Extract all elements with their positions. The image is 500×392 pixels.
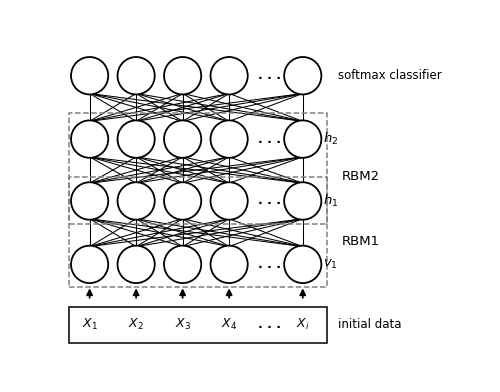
- Ellipse shape: [71, 182, 108, 220]
- Text: $X_4$: $X_4$: [221, 317, 237, 332]
- Text: $X_1$: $X_1$: [82, 317, 98, 332]
- Ellipse shape: [118, 120, 154, 158]
- Ellipse shape: [284, 120, 322, 158]
- Ellipse shape: [164, 182, 201, 220]
- Ellipse shape: [71, 246, 108, 283]
- Text: $v_1$: $v_1$: [323, 258, 338, 271]
- Ellipse shape: [210, 246, 248, 283]
- Text: . . .: . . .: [258, 318, 281, 331]
- Ellipse shape: [118, 57, 154, 94]
- Text: $h_2$: $h_2$: [323, 131, 338, 147]
- Text: RBM2: RBM2: [342, 171, 380, 183]
- Text: $X_2$: $X_2$: [128, 317, 144, 332]
- Ellipse shape: [284, 57, 322, 94]
- Text: . . .: . . .: [258, 194, 281, 207]
- Ellipse shape: [71, 120, 108, 158]
- Ellipse shape: [164, 120, 201, 158]
- Ellipse shape: [284, 182, 322, 220]
- Text: RBM1: RBM1: [342, 235, 380, 248]
- Ellipse shape: [284, 246, 322, 283]
- Text: . . .: . . .: [258, 132, 281, 145]
- Text: softmax classifier: softmax classifier: [338, 69, 442, 82]
- Ellipse shape: [118, 246, 154, 283]
- Ellipse shape: [210, 182, 248, 220]
- Ellipse shape: [118, 182, 154, 220]
- Text: . . .: . . .: [258, 258, 281, 271]
- Text: $X_3$: $X_3$: [174, 317, 190, 332]
- Ellipse shape: [164, 246, 201, 283]
- Ellipse shape: [71, 57, 108, 94]
- Text: $X_i$: $X_i$: [296, 317, 310, 332]
- Ellipse shape: [210, 120, 248, 158]
- Ellipse shape: [164, 57, 201, 94]
- Text: $h_1$: $h_1$: [323, 193, 338, 209]
- Text: . . .: . . .: [258, 69, 281, 82]
- Ellipse shape: [210, 57, 248, 94]
- Text: initial data: initial data: [338, 318, 401, 331]
